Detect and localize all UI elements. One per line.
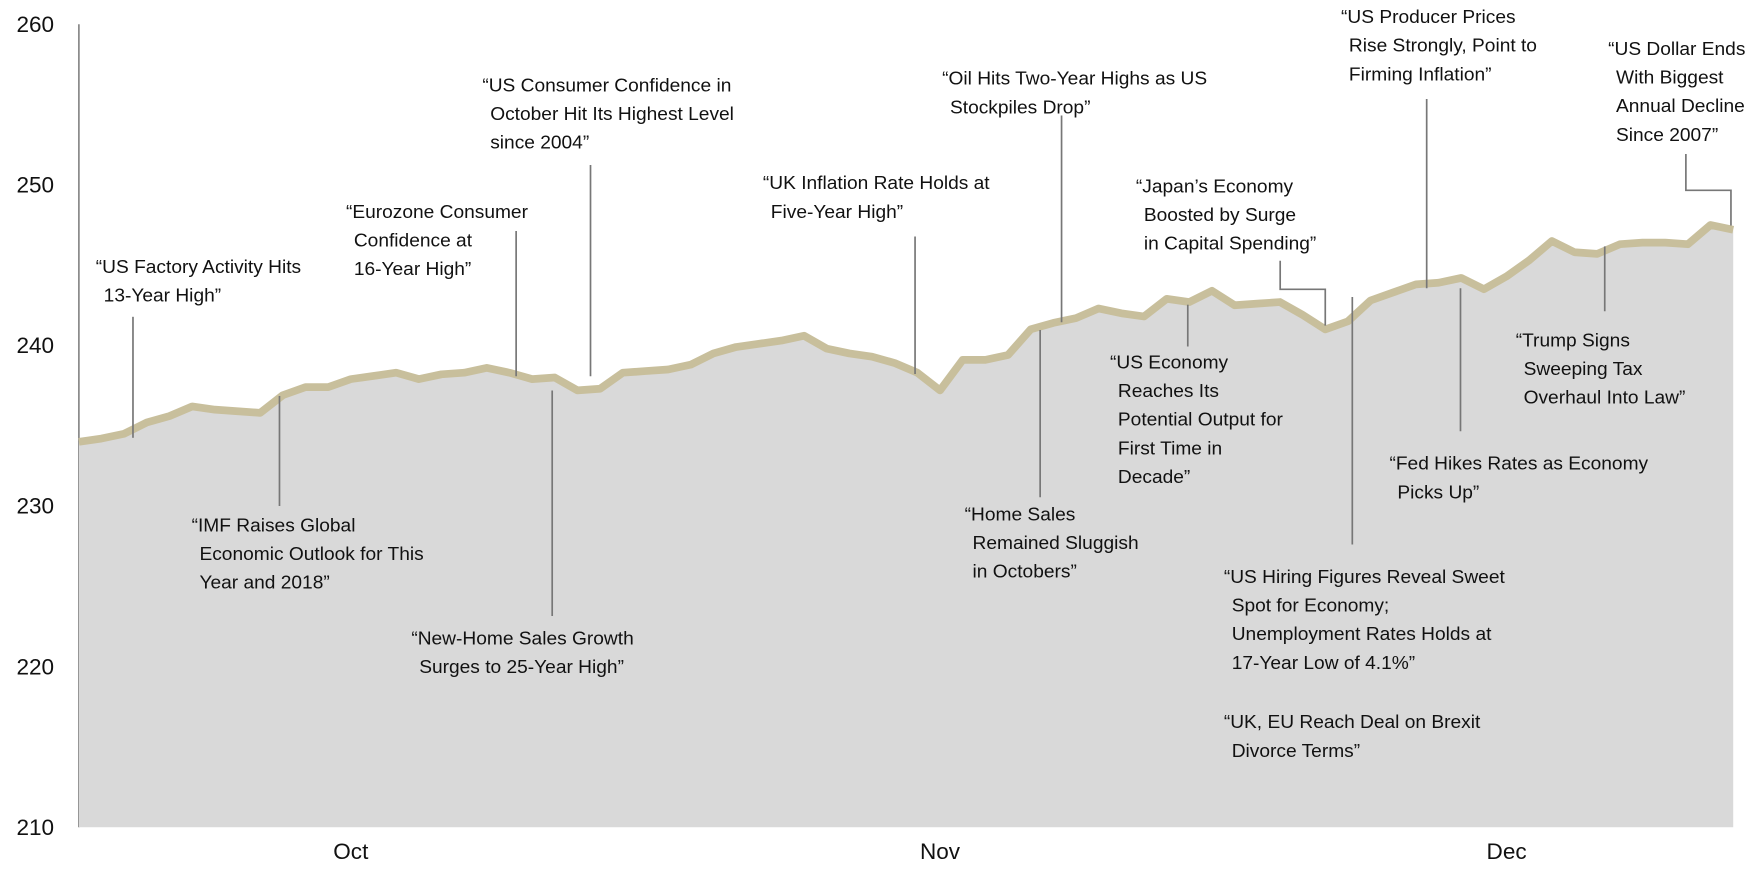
annotation-text: “Eurozone Consumer: [346, 202, 528, 223]
annotation-text: With Biggest: [1616, 68, 1724, 89]
annotation-text: “Home Sales: [965, 504, 1076, 525]
annotation-text: Reaches Its: [1118, 381, 1219, 402]
annotation-text: Five-Year High”: [771, 202, 903, 223]
annotation-text: Since 2007”: [1616, 125, 1718, 146]
annotation-text: Potential Output for: [1118, 410, 1283, 431]
annotation-text: “US Producer Prices: [1341, 7, 1516, 28]
annotation-text: “New-Home Sales Growth: [411, 629, 633, 650]
annotation-text: Overhaul Into Law”: [1524, 388, 1686, 409]
annotation-text: Decade”: [1118, 467, 1190, 488]
annotation-text: “UK Inflation Rate Holds at: [763, 173, 990, 194]
annotation-text: First Time in: [1118, 438, 1222, 459]
area: [78, 224, 1734, 828]
annotation-text: Unemployment Rates Holds at: [1232, 624, 1492, 645]
annotation-text: Stockpiles Drop”: [950, 97, 1090, 118]
annotation-text: “Japan’s Economy: [1136, 177, 1294, 198]
annotation-text: “UK, EU Reach Deal on Brexit: [1224, 712, 1481, 733]
annotation-text: Surges to 25-Year High”: [419, 657, 624, 678]
y-tick-label: 240: [16, 333, 54, 358]
annotation-text: Firming Inflation”: [1349, 64, 1492, 85]
annotation-text: Spot for Economy;: [1232, 596, 1390, 617]
annotation-text: “US Factory Activity Hits: [96, 257, 301, 278]
leader-layer: [132, 99, 1732, 616]
annotation-text: “US Consumer Confidence in: [482, 75, 731, 96]
y-tick-label: 260: [16, 12, 54, 37]
annotation-text: Divorce Terms”: [1232, 741, 1360, 762]
line: [78, 221, 1735, 446]
text-layer: 210 220 230 240 250 260 Oct Nov Dec “US Factory A…: [16, 7, 1745, 864]
x-tick-label: Nov: [920, 839, 961, 864]
annotation-text: Rise Strongly, Point to: [1349, 36, 1537, 57]
annotation-text: “Fed Hikes Rates as Economy: [1389, 454, 1648, 475]
annotation-text: Remained Sluggish: [973, 533, 1139, 554]
annotation-text: Sweeping Tax: [1524, 359, 1643, 380]
y-tick-label: 220: [16, 655, 54, 680]
annotation-text: “US Dollar Ends: [1608, 39, 1745, 60]
annotation-leader: [1279, 260, 1327, 326]
annotation-text: Annual Decline: [1616, 96, 1745, 117]
y-tick-label: 250: [16, 173, 54, 198]
annotation-text: October Hit Its Highest Level: [490, 104, 734, 125]
annotation-text: Picks Up”: [1397, 482, 1479, 503]
annotation-text: “IMF Raises Global: [192, 515, 356, 536]
x-tick-label: Oct: [333, 839, 369, 864]
annotation-leader: [1685, 154, 1732, 226]
y-tick-label: 230: [16, 494, 54, 519]
annotation-text: 16-Year High”: [354, 259, 471, 280]
annotation-text: Economic Outlook for This: [199, 544, 423, 565]
y-tick-label: 210: [16, 815, 54, 840]
annotation-text: “Trump Signs: [1516, 331, 1630, 352]
annotation-text: in Capital Spending”: [1144, 234, 1316, 255]
annotation-text: 13-Year High”: [104, 286, 221, 307]
annotation-text: Year and 2018”: [199, 573, 329, 594]
annotation-text: 17-Year Low of 4.1%”: [1232, 653, 1415, 674]
x-tick-label: Dec: [1487, 839, 1527, 864]
annotation-text: “US Economy: [1110, 353, 1229, 374]
annotation-text: in Octobers”: [973, 562, 1077, 583]
annotation-text: since 2004”: [490, 133, 589, 154]
annotation-text: “US Hiring Figures Reveal Sweet: [1224, 567, 1506, 588]
annotation-text: “Oil Hits Two-Year Highs as US: [942, 69, 1207, 90]
annotation-text: Boosted by Surge: [1144, 205, 1296, 226]
area-layer: [78, 24, 1735, 828]
annotation-text: Confidence at: [354, 231, 473, 252]
